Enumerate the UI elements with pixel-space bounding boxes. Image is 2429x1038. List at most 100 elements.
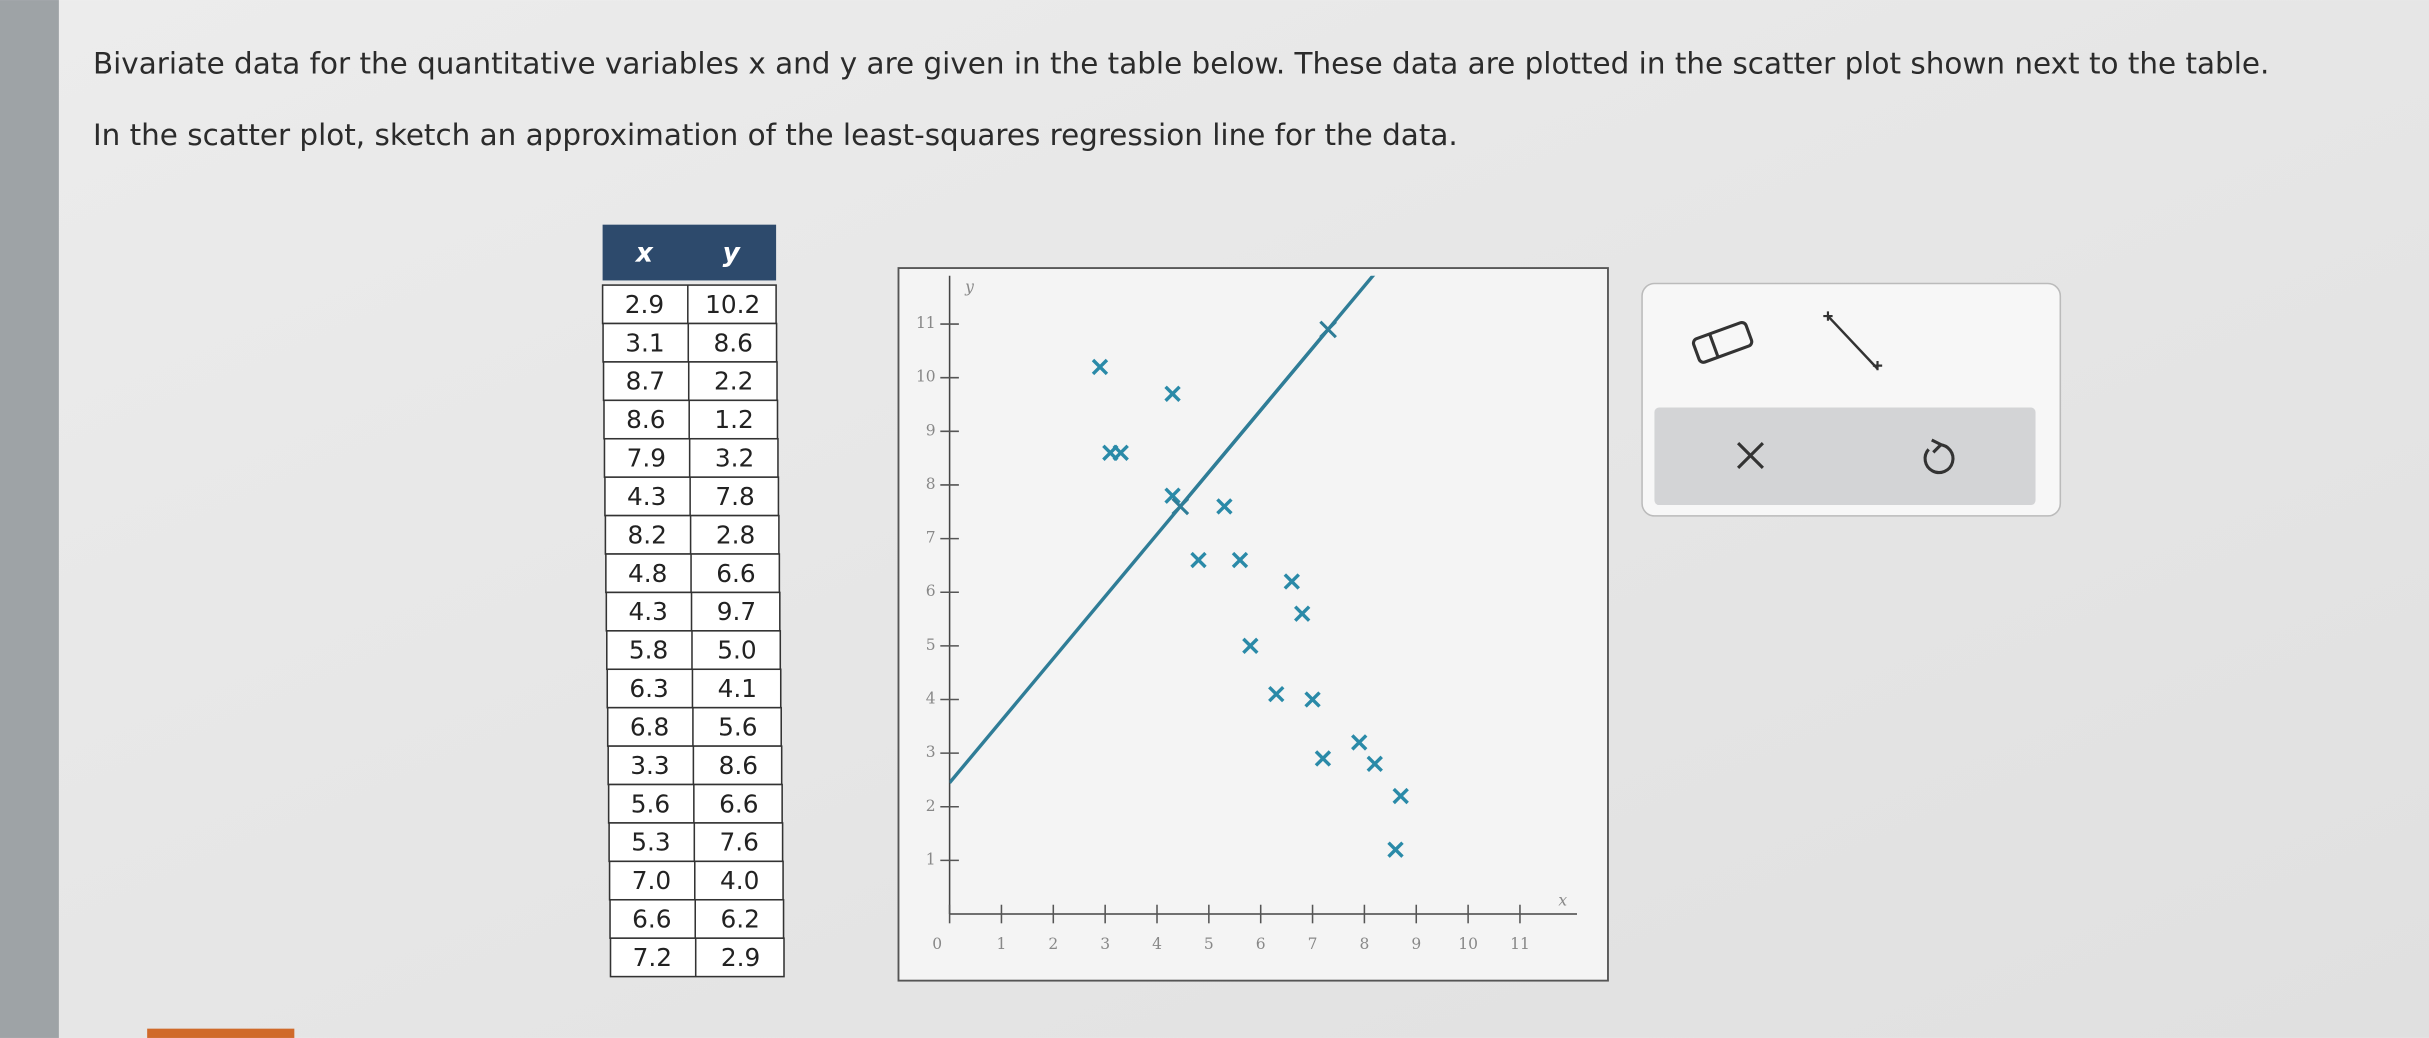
table-cell: 7.8	[715, 482, 754, 511]
table-cell: 6.6	[716, 559, 755, 588]
data-point	[1242, 637, 1259, 655]
table-cell: 7.6	[720, 828, 759, 857]
table-cell: 4.3	[627, 482, 666, 511]
table-row	[604, 476, 780, 517]
y-axis-label: y	[964, 278, 974, 296]
x-tick-label: 5	[1204, 935, 1214, 953]
table-cell: 3.1	[625, 328, 664, 357]
data-point	[1268, 685, 1285, 703]
table-cell: 5.6	[631, 789, 670, 818]
question-line: In the scatter plot, sketch an approxima…	[93, 118, 1458, 152]
y-tick-label: 10	[916, 368, 936, 386]
tool-panel	[1641, 282, 2062, 517]
x-axis-label: x	[1558, 892, 1567, 910]
data-point	[1294, 605, 1311, 622]
data-point	[1190, 551, 1207, 569]
table-cell: 2.9	[721, 943, 760, 972]
data-point	[1112, 444, 1129, 461]
table-cell: 8.2	[628, 520, 667, 549]
table-cell: 6.3	[629, 674, 668, 703]
table-cell: 9.7	[717, 597, 756, 626]
y-tick-label: 4	[926, 689, 936, 707]
table-cell: 8.7	[626, 367, 665, 396]
table-cell: 7.2	[633, 943, 672, 972]
y-tick-label: 11	[916, 314, 936, 332]
table-cell: 4.0	[720, 866, 759, 895]
y-tick-label: 3	[926, 743, 936, 761]
table-cell: 8.6	[719, 751, 758, 780]
data-point	[1283, 573, 1300, 590]
sketched-line	[1179, 328, 1330, 508]
table-cell: 10.2	[705, 290, 760, 319]
eraser-tool[interactable]	[1691, 320, 1754, 364]
table-cell: 2.8	[716, 520, 755, 549]
table-cell: 4.8	[628, 559, 667, 588]
data-point	[1351, 734, 1368, 751]
table-row	[602, 361, 778, 402]
data-point	[1091, 358, 1109, 376]
header-cell: x	[634, 239, 654, 269]
question-line: Bivariate data for the quantitative vari…	[93, 47, 2269, 81]
table-cell: 5.3	[631, 828, 670, 857]
x-tick-label: 9	[1411, 935, 1421, 953]
y-tick-label: 2	[926, 797, 936, 815]
line-tool[interactable]	[1823, 311, 1883, 371]
table-cell: 6.6	[719, 789, 758, 818]
x-tick-label: 1	[997, 935, 1007, 953]
table-cell: 8.6	[626, 405, 665, 434]
data-point	[1164, 385, 1181, 402]
bottom-button-edge	[147, 1028, 295, 1038]
data-point	[1231, 551, 1249, 569]
data-point	[1387, 841, 1404, 858]
table-row	[606, 630, 782, 671]
undo-button[interactable]	[1923, 438, 1955, 475]
y-tick-label: 7	[926, 529, 936, 547]
button-bar	[1654, 407, 2036, 506]
table-row	[606, 706, 782, 747]
clear-button[interactable]	[1737, 441, 1764, 469]
x-tick-label: 4	[1152, 935, 1162, 953]
table-cell: 3.2	[715, 444, 754, 473]
data-point	[1392, 787, 1409, 805]
x-tick-label: 7	[1308, 935, 1318, 953]
table-cell: 1.2	[714, 405, 753, 434]
table-row	[606, 668, 782, 709]
table-row	[608, 860, 784, 901]
table-row	[609, 937, 785, 978]
data-point	[1216, 498, 1233, 515]
data-point	[1164, 487, 1181, 504]
table-row	[607, 783, 783, 824]
table-cell: 6.8	[630, 712, 669, 741]
data-table: x y 2.9 10.2 3.1 8.6 8.7 2.2 8.6 1.2 7.9 3.2 4.3 7.…	[601, 224, 785, 978]
x-tick-label: 0	[932, 935, 942, 953]
y-tick-label: 6	[926, 582, 936, 600]
data-point	[1366, 755, 1383, 773]
table-cell: 4.1	[718, 674, 757, 703]
line-handle	[1319, 320, 1337, 339]
table-cell: 2.2	[714, 367, 753, 396]
table-cell: 4.3	[628, 597, 667, 626]
table-cell: 2.9	[625, 290, 664, 319]
x-tick-label: 11	[1510, 935, 1530, 953]
x-tick-label: 2	[1048, 935, 1058, 953]
x-tick-label: 3	[1100, 935, 1110, 953]
left-edge	[0, 0, 59, 1038]
table-row	[603, 437, 779, 478]
table-row	[601, 284, 777, 325]
data-point	[1304, 691, 1321, 708]
table-row	[608, 822, 784, 863]
data-point	[1314, 750, 1332, 767]
y-tick-label: 1	[926, 850, 936, 868]
line-handle	[1171, 497, 1190, 516]
x-tick-label: 10	[1458, 935, 1478, 953]
table-cell: 7.0	[632, 866, 671, 895]
table-cell: 5.6	[718, 712, 757, 741]
y-tick-label: 9	[926, 421, 936, 439]
table-cell: 5.0	[717, 636, 756, 665]
table-cell: 6.2	[720, 905, 759, 934]
plot-frame	[897, 267, 1609, 982]
table-cell: 5.8	[629, 636, 668, 665]
y-tick-label: 5	[926, 636, 936, 654]
